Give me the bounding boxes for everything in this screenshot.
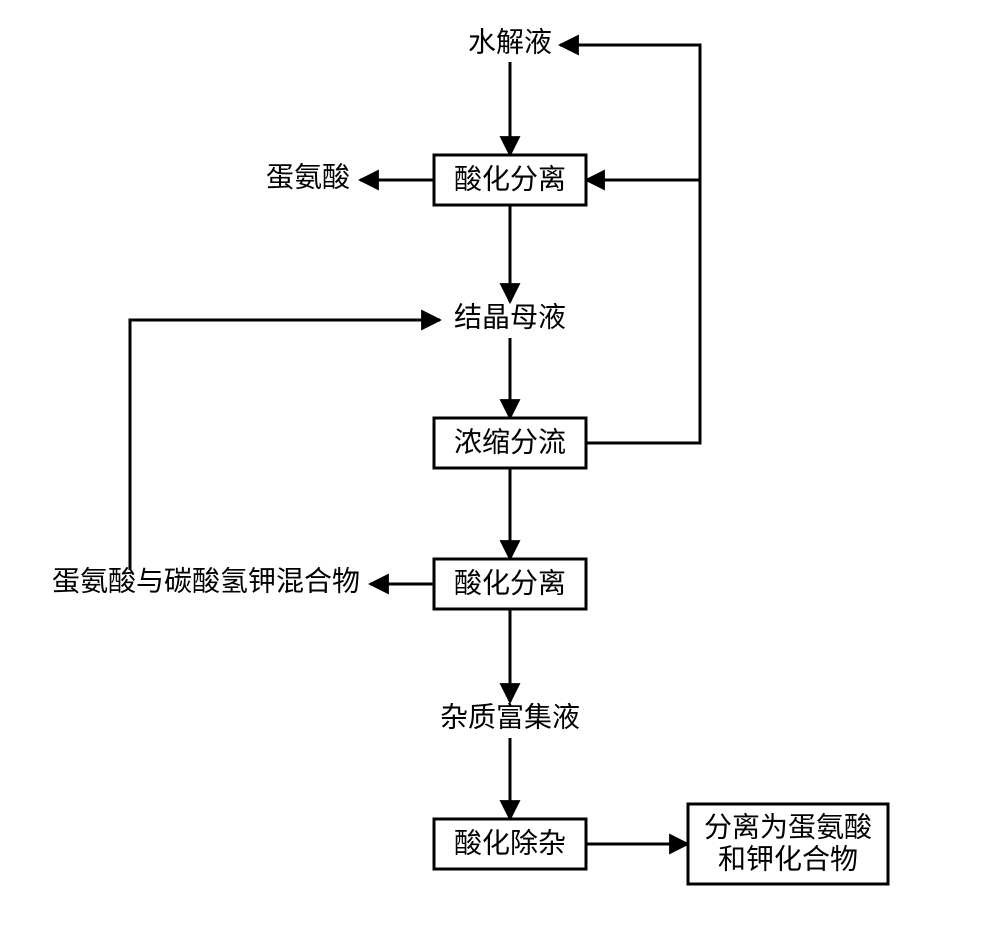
b_conc: 浓缩分流: [434, 418, 586, 468]
b_acid3: 酸化除杂: [434, 819, 586, 869]
b_acid1: 酸化分离: [434, 155, 586, 205]
b_acid2: 酸化分离: [434, 559, 586, 609]
n_mix: 蛋氨酸与碳酸氢钾混合物: [52, 565, 360, 597]
b_acid1-label: 酸化分离: [454, 163, 566, 195]
b_conc-label: 浓缩分流: [454, 426, 566, 458]
n_impurity: 杂质富集液: [440, 701, 580, 733]
b_acid2-label: 酸化分离: [454, 567, 566, 599]
e_mix_recycle_mother: [130, 320, 440, 570]
b_final-label-1: 分离为蛋氨酸: [704, 811, 872, 843]
b_acid3-label: 酸化除杂: [454, 827, 566, 859]
n_methionine: 蛋氨酸: [266, 161, 350, 193]
n_mother: 结晶母液: [454, 301, 566, 333]
n_hydrolysate: 水解液: [468, 26, 552, 58]
e_conc_recycle_acid1: [586, 180, 700, 443]
b_final: 分离为蛋氨酸和钾化合物: [688, 804, 888, 884]
b_final-label-2: 和钾化合物: [718, 843, 858, 875]
